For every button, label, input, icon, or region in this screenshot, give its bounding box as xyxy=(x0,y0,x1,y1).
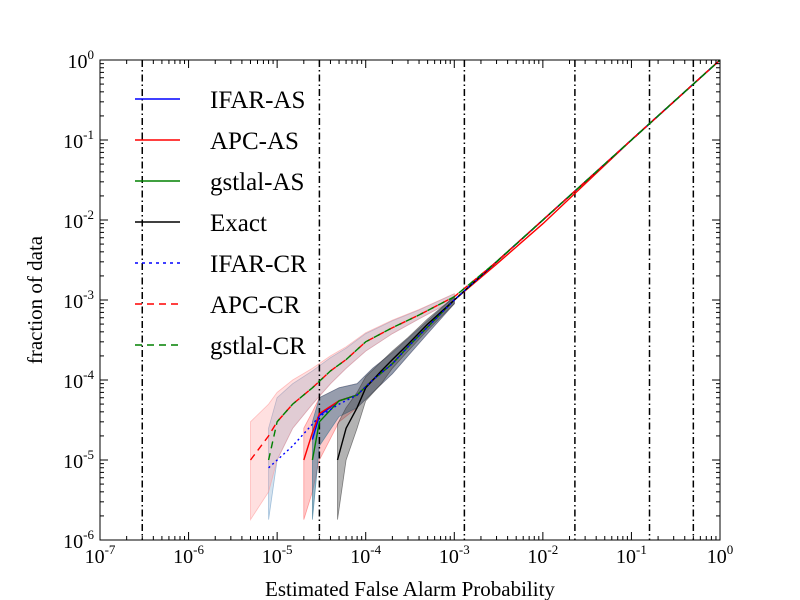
x-tick-label-0: 100 xyxy=(707,542,734,568)
y-tick-label-0: 100 xyxy=(68,47,95,73)
legend-label-ifar-cr: IFAR-CR xyxy=(210,251,307,278)
legend-label-apc-as: APC-AS xyxy=(210,128,299,155)
legend: IFAR-AS APC-AS gstlal-AS Exact IFAR-CR APC-CR… xyxy=(135,87,307,360)
confidence-bands xyxy=(250,293,455,521)
y-tick-label--5: 10-5 xyxy=(63,447,94,473)
y-tick-label--2: 10-2 xyxy=(63,207,94,233)
legend-label-ifar-as: IFAR-AS xyxy=(210,87,305,114)
x-tick-label--5: 10-5 xyxy=(262,542,293,568)
x-tick-label--4: 10-4 xyxy=(350,542,381,568)
x-axis-title: Estimated False Alarm Probability xyxy=(265,577,555,600)
y-tick-label--4: 10-4 xyxy=(63,367,94,393)
x-tick-labels: 10-7 10-6 10-5 10-4 10-3 10-2 10-1 100 xyxy=(85,542,734,568)
series-gstlal-cr xyxy=(267,59,721,461)
x-tick-label--3: 10-3 xyxy=(439,542,470,568)
axis-ticks xyxy=(99,59,721,541)
x-tick-label--6: 10-6 xyxy=(173,542,204,568)
y-tick-label--3: 10-3 xyxy=(63,287,94,313)
x-tick-label--7: 10-7 xyxy=(85,542,116,568)
y-axis-title: fraction of data xyxy=(23,235,47,364)
exact-band xyxy=(337,295,455,520)
y-tick-labels: 10-6 10-5 10-4 10-3 10-2 10-1 100 xyxy=(63,47,94,553)
plot-background xyxy=(100,60,720,540)
legend-label-gstlal-as: gstlal-AS xyxy=(210,169,304,196)
y-tick-label--6: 10-6 xyxy=(63,527,94,553)
x-tick-label--1: 10-1 xyxy=(616,542,647,568)
y-tick-label--1: 10-1 xyxy=(63,127,94,153)
legend-label-exact: Exact xyxy=(210,210,267,237)
legend-label-gstlal-cr: gstlal-CR xyxy=(210,333,306,360)
data-series xyxy=(249,59,721,469)
x-tick-label--2: 10-2 xyxy=(527,542,558,568)
legend-label-apc-cr: APC-CR xyxy=(210,292,301,319)
